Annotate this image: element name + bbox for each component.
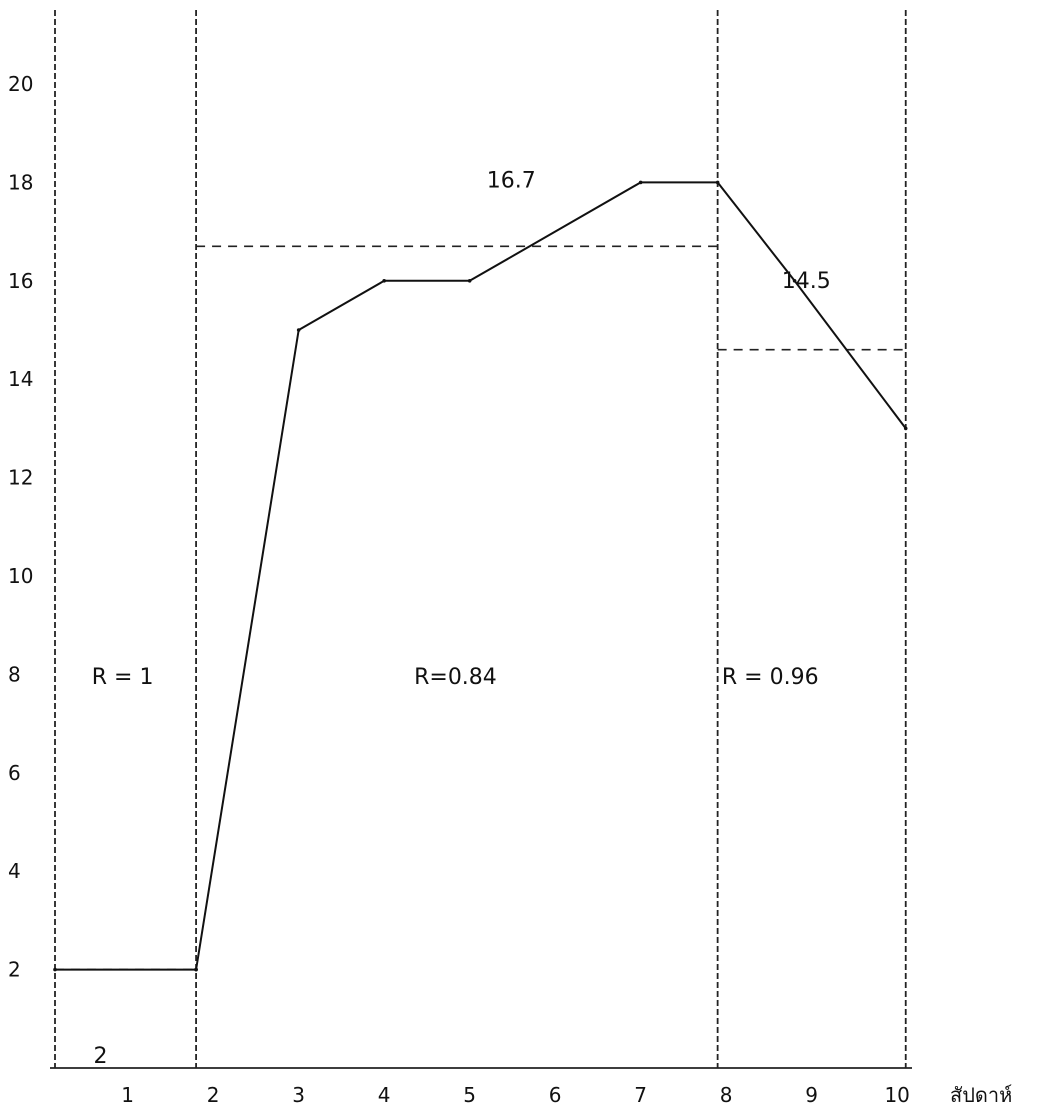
x-tick-label: 7 [634, 1083, 647, 1107]
x-tick-label: 3 [292, 1083, 305, 1107]
x-tick-label: 9 [805, 1083, 818, 1107]
phase-mean-label: 14.5 [782, 269, 831, 294]
y-tick-label: 10 [8, 564, 33, 588]
x-tick-label: 5 [463, 1083, 476, 1107]
series-group [53, 180, 908, 972]
data-point [792, 279, 797, 283]
phase-mean-label: 16.7 [487, 168, 536, 193]
y-tick-label: 6 [8, 761, 21, 785]
x-tick-label: 10 [884, 1083, 909, 1107]
x-axis-label: สัปดาห์ [950, 1083, 1012, 1107]
phase-r-label: R = 1 [92, 665, 154, 690]
x-tick-label: 8 [720, 1083, 733, 1107]
y-tick-label: 8 [8, 662, 21, 686]
y-tick-labels: 2 4 6 8 10 12 14 16 18 20 [8, 72, 33, 982]
phase-mean-label: 2 [93, 1044, 107, 1069]
data-point [194, 967, 198, 972]
x-tick-label: 6 [549, 1083, 562, 1107]
data-point [715, 180, 720, 185]
annotations: 2 R = 1 16.7 R=0.84 14.5 R = 0.96 [92, 168, 831, 1069]
x-tick-label: 1 [121, 1083, 134, 1107]
data-point [903, 426, 908, 431]
y-tick-label: 18 [8, 170, 33, 194]
y-tick-label: 14 [8, 367, 33, 391]
data-point [296, 328, 301, 332]
phase-r-label: R=0.84 [414, 665, 497, 690]
phase-boundaries [54, 10, 907, 1068]
y-tick-label: 4 [8, 859, 21, 883]
series-line [55, 181, 907, 971]
data-point [638, 180, 643, 185]
data-point [53, 967, 57, 972]
data-point [467, 279, 472, 283]
data-point [382, 279, 386, 283]
y-tick-label: 2 [8, 958, 21, 982]
x-tick-label: 4 [378, 1083, 391, 1107]
y-tick-label: 16 [8, 269, 33, 293]
phase-mean-lines [55, 245, 906, 971]
phase-r-label: R = 0.96 [722, 665, 819, 690]
x-tick-labels: 1 2 3 4 5 6 7 8 9 10 [121, 1083, 910, 1107]
x-tick-label: 2 [207, 1083, 220, 1107]
y-tick-label: 12 [8, 466, 33, 490]
y-tick-label: 20 [8, 72, 33, 96]
